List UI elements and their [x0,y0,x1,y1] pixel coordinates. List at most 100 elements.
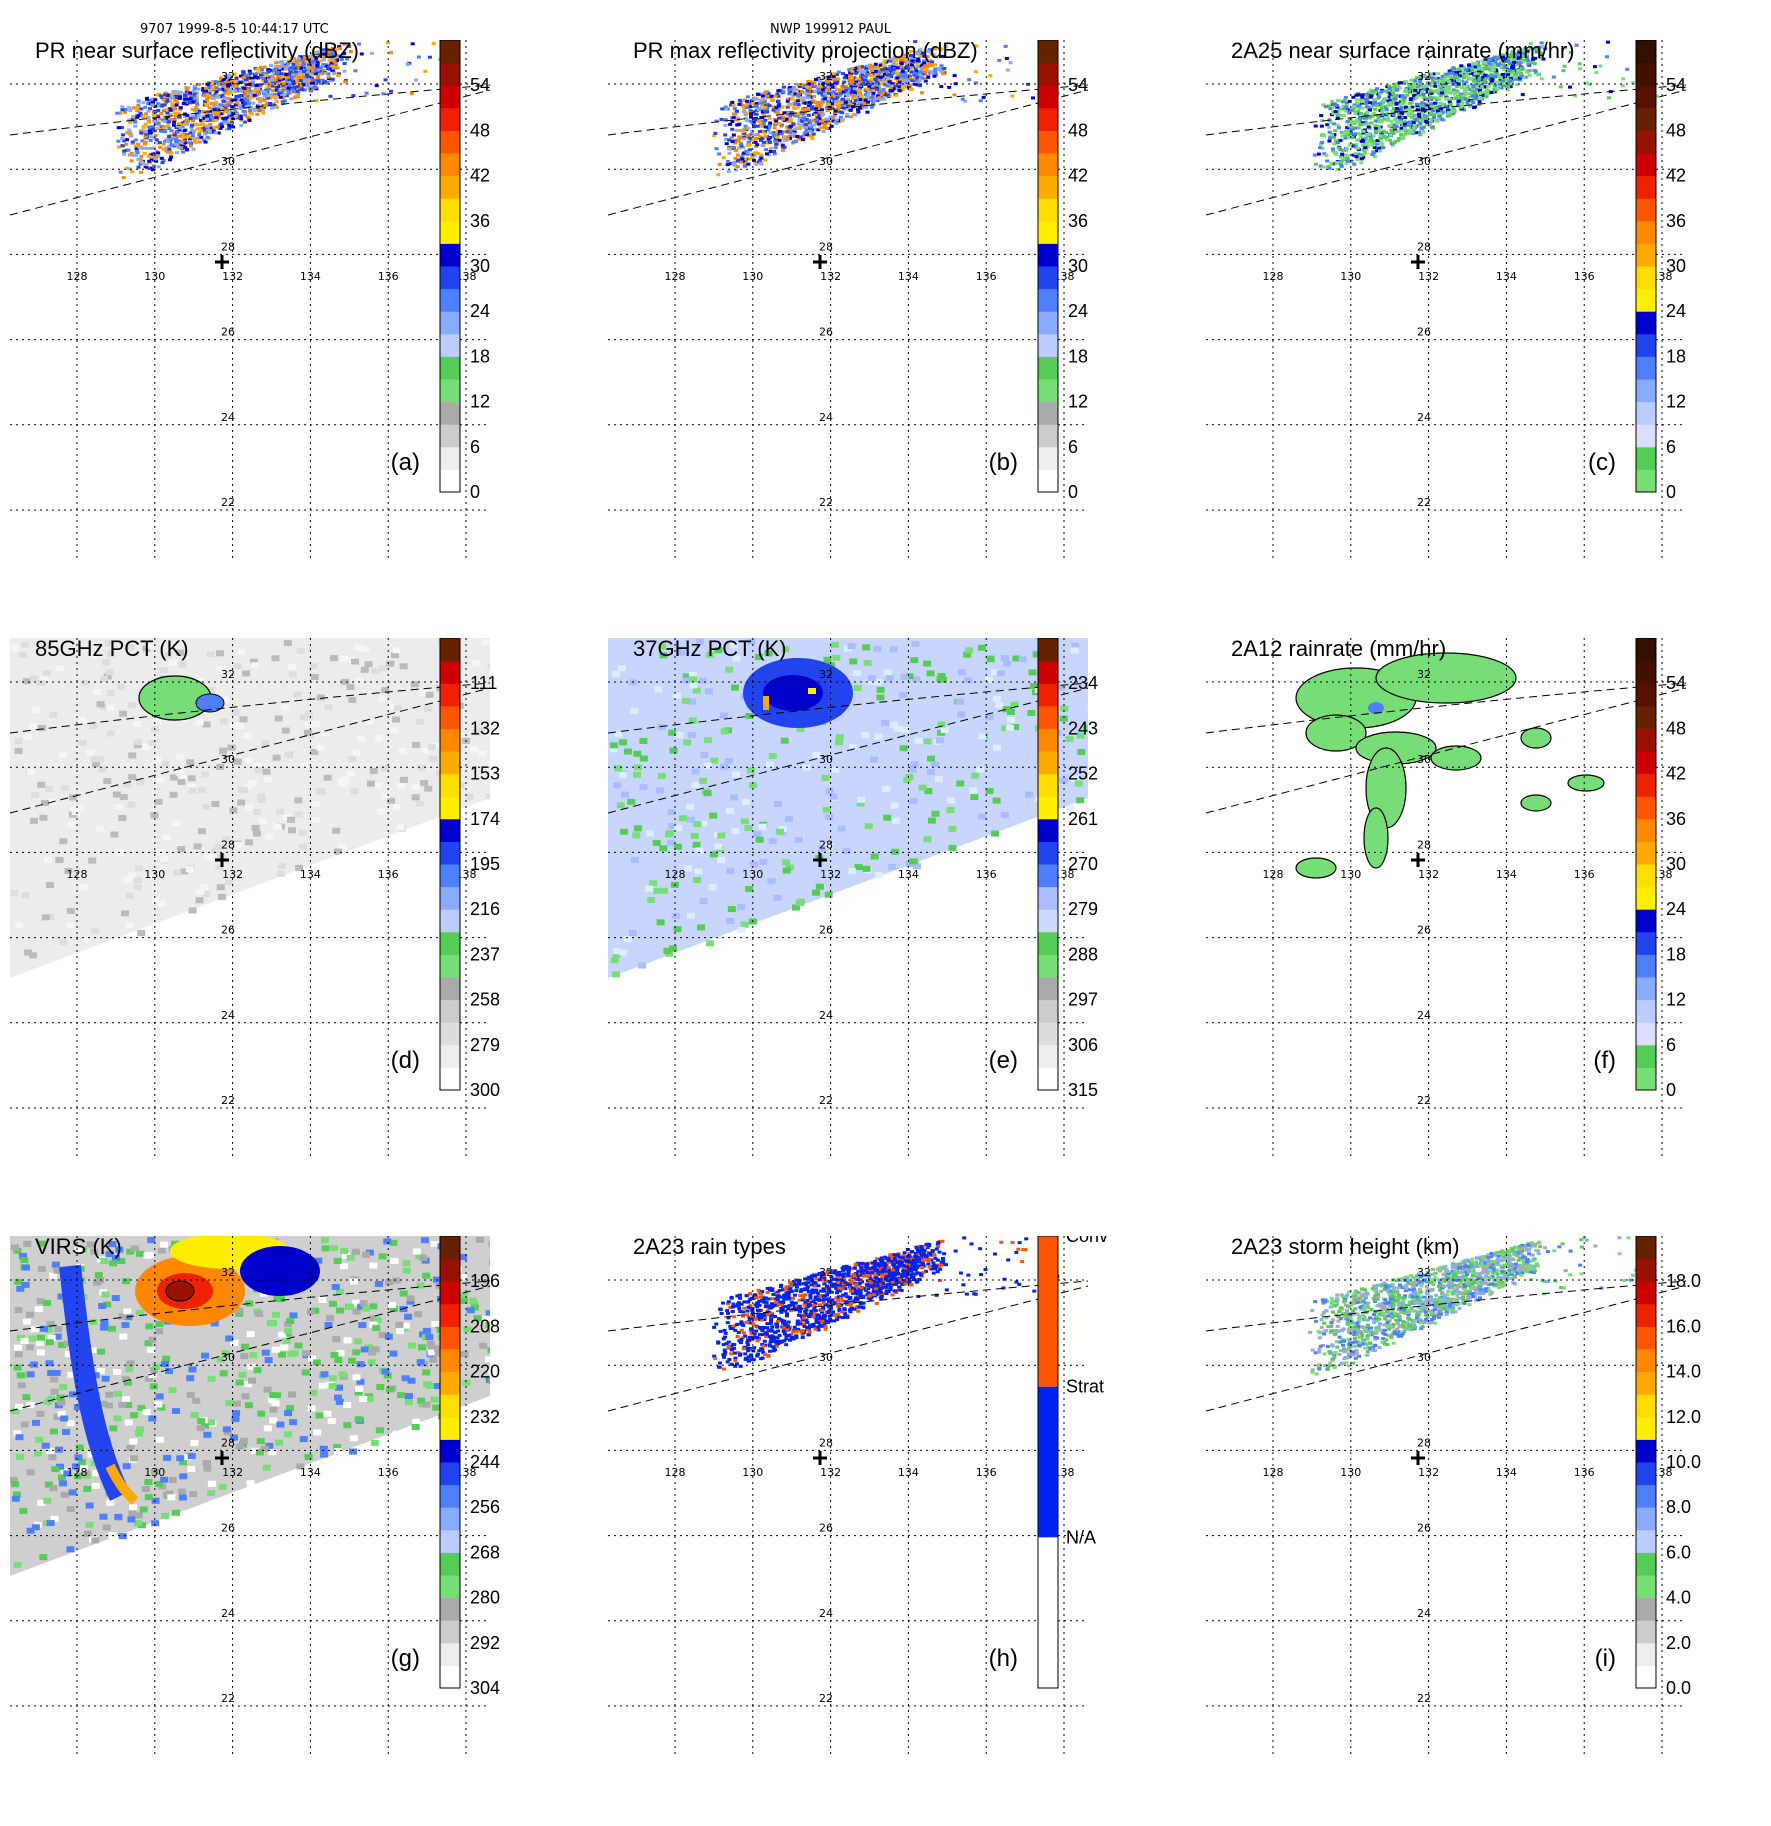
field-pixel [207,651,215,657]
field-pixel [78,717,86,723]
echo-pixel [1373,108,1377,111]
echo-pixel [870,69,874,72]
echo-pixel [389,51,393,54]
echo-pixel [719,118,723,121]
echo-pixel [152,146,156,149]
echo-pixel [746,127,750,130]
colorbar-segment [440,356,460,379]
echo-pixel [205,98,209,101]
field-pixel [750,861,758,867]
echo-pixel [120,108,124,111]
echo-pixel [716,173,720,176]
field-pixel [252,825,260,831]
echo-pixel [297,76,301,79]
echo-pixel [1363,152,1367,155]
echo-pixel [896,72,900,75]
echo-pixel [742,137,746,140]
echo-pixel [152,120,156,123]
field-pixel [278,863,286,869]
echo-pixel [854,72,858,75]
echo-pixel [773,140,777,143]
echo-pixel [300,88,304,91]
echo-pixel [937,67,941,70]
echo-pixel [1412,121,1416,124]
echo-pixel [243,102,247,105]
echo-pixel [728,147,732,150]
echo-pixel [1328,137,1332,140]
echo-pixel [160,130,164,133]
echo-pixel [336,74,340,77]
colorbar-tick: 18 [470,346,490,366]
field-pixel [386,661,394,667]
echo-pixel [1365,141,1369,144]
echo-pixel [988,74,992,77]
echo-pixel [1010,95,1014,98]
echo-pixel [1355,139,1359,142]
echo-pixel [156,109,160,112]
field-pixel [43,670,51,676]
field-pixel [263,769,271,775]
echo-pixel [139,107,143,110]
echo-pixel [299,79,303,82]
echo-pixel [850,70,854,73]
echo-pixel [840,119,844,122]
echo-pixel [748,148,752,151]
echo-pixel [261,112,265,115]
echo-pixel [270,107,274,110]
field-pixel [412,784,420,790]
echo-pixel [323,72,327,75]
echo-pixel [1429,119,1433,122]
field-pixel [81,680,89,686]
field-pixel [134,884,142,890]
echo-pixel [1436,72,1440,75]
colorbar-segment [1038,334,1058,357]
echo-pixel [933,67,937,70]
colorbar-segment [440,334,460,357]
colorbar-segment [1636,469,1656,492]
header-left: 9707 1999-8-5 10:44:17 UTC [140,22,329,37]
echo-pixel [974,70,978,73]
field-pixel [338,778,346,784]
echo-pixel [728,123,732,126]
field-pixel [424,786,432,792]
field-pixel [23,678,31,684]
echo-pixel [1364,102,1368,105]
echo-pixel [1430,77,1434,80]
echo-pixel [117,126,121,129]
echo-pixel [1360,157,1364,160]
echo-pixel [161,161,165,164]
colorbar-segment [1038,402,1058,425]
echo-pixel [790,97,794,100]
echo-pixel [417,55,421,58]
echo-pixel [782,86,786,89]
echo-pixel [789,88,793,91]
echo-pixel [1365,111,1369,114]
echo-pixel [176,131,180,134]
echo-pixel [774,95,778,98]
echo-pixel [1471,94,1475,97]
echo-pixel [155,138,159,141]
echo-pixel [862,70,866,73]
echo-pixel [166,140,170,143]
echo-pixel [137,100,141,103]
field-pixel [126,922,134,928]
echo-pixel [841,72,845,75]
echo-pixel [188,101,192,104]
colorbar-segment [440,683,460,706]
echo-pixel [755,104,759,107]
colorbar-segment [1636,289,1656,312]
lat-tick-label: 32 [221,668,235,681]
echo-pixel [326,67,330,70]
echo-pixel [1561,69,1565,72]
echo-pixel [733,113,737,116]
echo-pixel [185,114,189,117]
echo-pixel [1318,146,1322,149]
echo-pixel [1468,77,1472,80]
colorbar-tick: 12 [1068,392,1088,412]
echo-pixel [258,71,262,74]
echo-pixel [916,65,920,68]
lat-tick-label: 32 [819,70,833,83]
lon-tick-label: 130 [1340,270,1361,283]
echo-pixel [808,130,812,133]
colorbar-tick: 24 [1068,301,1088,321]
